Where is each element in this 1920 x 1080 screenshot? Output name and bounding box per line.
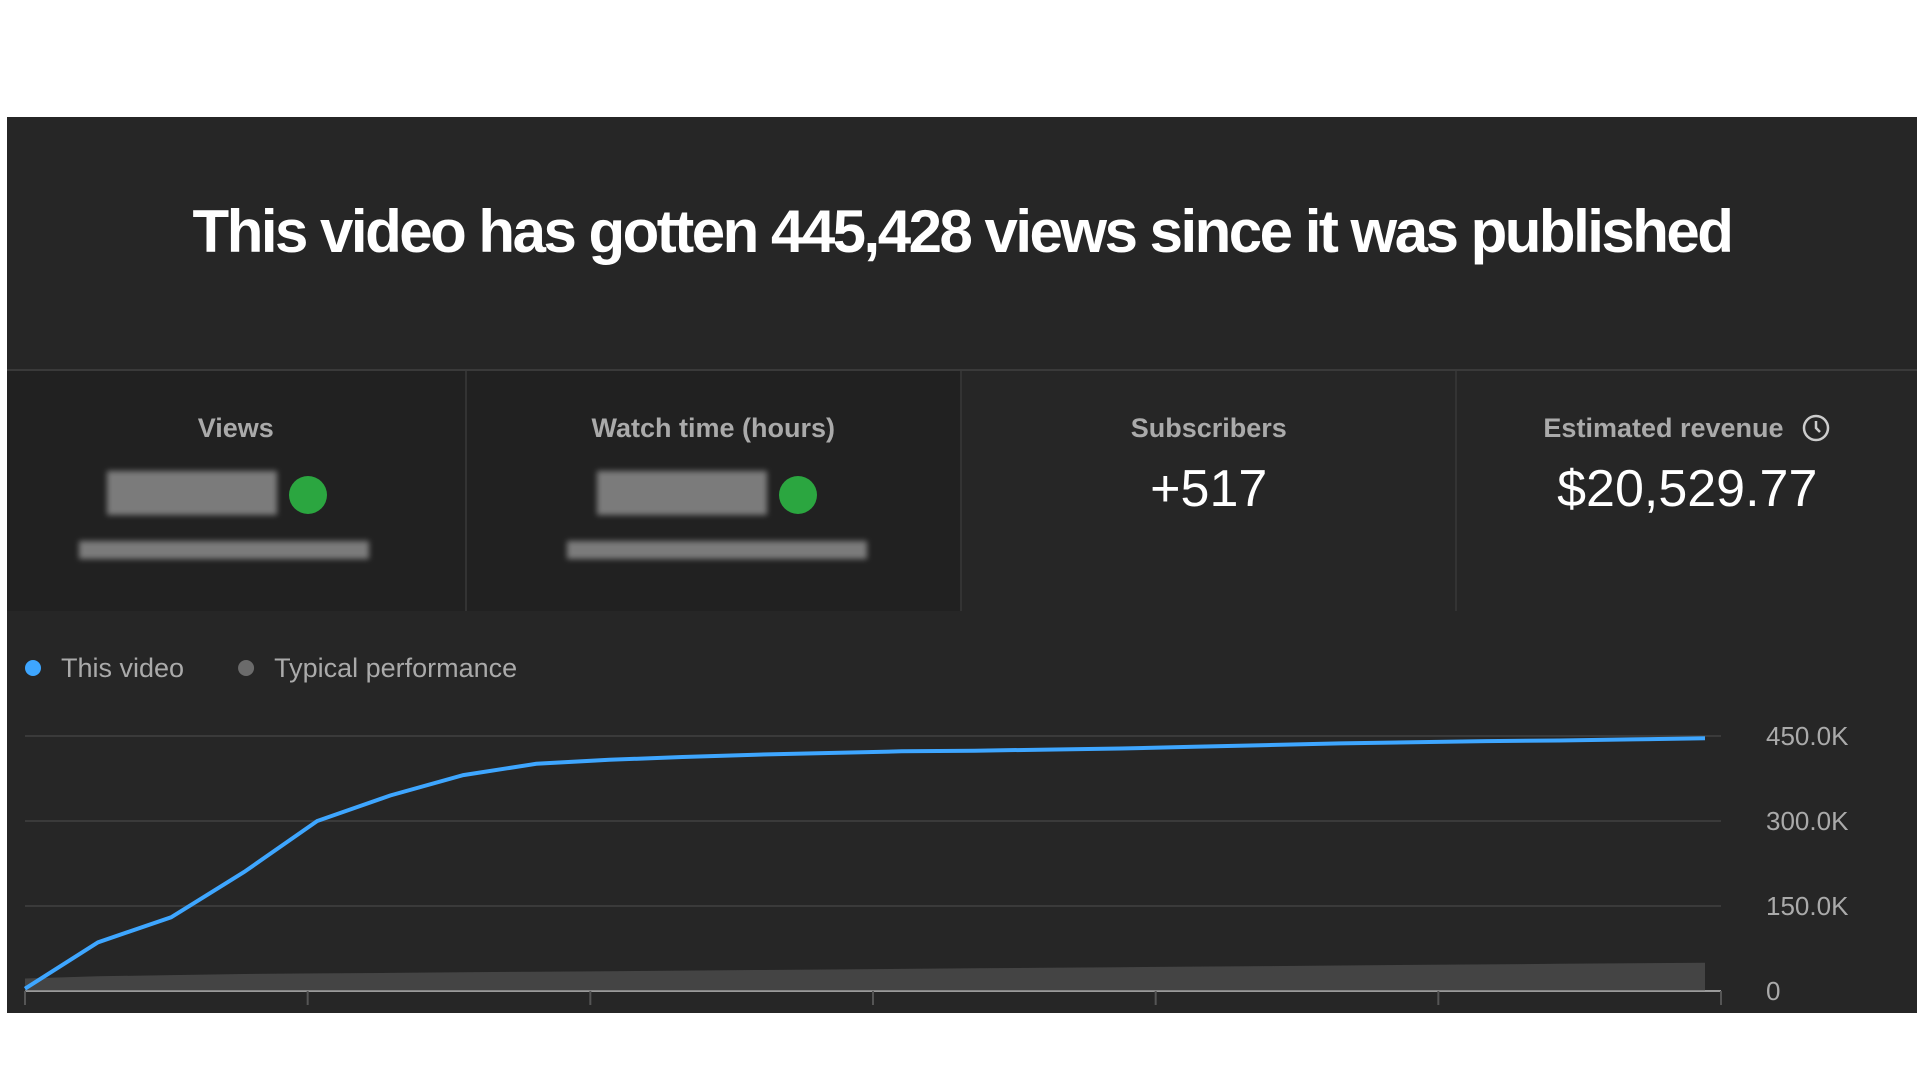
legend-label: Typical performance [274, 653, 517, 683]
metric-value: $20,529.77 [1557, 460, 1818, 518]
analytics-panel: This video has gotten 445,428 views sinc… [7, 117, 1917, 1013]
metric-card[interactable]: Views [7, 371, 467, 611]
metric-label: Subscribers [1130, 413, 1287, 443]
clock-icon[interactable] [1801, 413, 1831, 443]
metric-label: Estimated revenue [1457, 413, 1917, 444]
up-icon [289, 476, 327, 514]
metric-card[interactable]: Watch time (hours) [466, 371, 962, 611]
legend-dot [25, 660, 41, 676]
metric-value: +517 [1150, 460, 1268, 518]
y-tick-label: 0 [1766, 976, 1780, 1006]
metric-label-text: Estimated revenue [1543, 413, 1784, 443]
headline: This video has gotten 445,428 views sinc… [192, 198, 1734, 265]
metric-card[interactable]: Subscribers +517 [962, 371, 1458, 611]
metric-label: Views [197, 413, 274, 443]
legend-dot [238, 660, 255, 676]
line [23, 736, 1706, 991]
y-tick-label: 300.0K [1766, 806, 1849, 836]
y-tick-label: 450.0K [1766, 721, 1849, 751]
blurred-note [566, 541, 867, 559]
blurred-value [107, 471, 277, 515]
metric-card[interactable]: Estimated revenue $20,529.77 [1457, 371, 1917, 611]
blurred-value [596, 471, 767, 515]
blurred-note [79, 541, 369, 559]
up-icon [778, 476, 817, 514]
band [25, 962, 1705, 991]
y-tick-label: 150.0K [1766, 891, 1849, 921]
legend-label: This video [61, 653, 184, 683]
metric-label: Watch time (hours) [591, 413, 836, 443]
metric-cards: Views Watch time (hours) Subscribers +51… [7, 369, 1917, 611]
